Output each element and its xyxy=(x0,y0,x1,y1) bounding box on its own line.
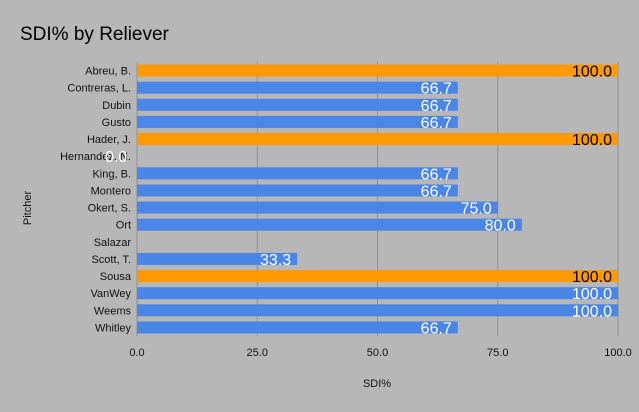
category-label: King, B. xyxy=(92,168,131,180)
category-labels: Abreu, B. Contreras, L. Dubin Gusto Hader, J… xyxy=(60,66,132,335)
data-label: 100.0 xyxy=(572,132,612,149)
category-label: Weems xyxy=(94,305,132,317)
data-label: 66.7 xyxy=(421,166,452,183)
category-label: Ort xyxy=(116,220,131,232)
bar xyxy=(137,304,618,317)
data-label: 80.0 xyxy=(485,218,516,235)
data-label: 75.0 xyxy=(461,201,492,218)
category-label: Salazar xyxy=(94,237,132,249)
data-label: 66.7 xyxy=(421,81,452,98)
category-label: Sousa xyxy=(100,271,132,283)
x-tick-label: 0.0 xyxy=(129,347,144,359)
category-label: Montero xyxy=(91,185,131,197)
data-label: 66.7 xyxy=(421,183,452,200)
category-label: Okert, S. xyxy=(88,203,131,215)
bar xyxy=(137,184,458,197)
bar xyxy=(137,81,458,94)
data-label: 66.7 xyxy=(421,115,452,132)
category-label: Abreu, B. xyxy=(85,66,131,78)
bar xyxy=(137,287,618,300)
data-labels: 100.066.766.766.7100.00.066.766.775.080.… xyxy=(105,64,612,338)
bar xyxy=(137,64,618,77)
category-label: Dubin xyxy=(102,100,131,112)
bar xyxy=(137,218,522,231)
data-label: 66.7 xyxy=(421,98,452,115)
chart-title: SDI% by Reliever xyxy=(20,24,170,45)
bar xyxy=(137,252,298,265)
y-axis-title: Pitcher xyxy=(22,191,34,226)
category-label: Hernandez, N. xyxy=(60,151,131,163)
bar xyxy=(137,98,458,111)
x-tick-labels: 0.0 25.0 50.0 75.0 100.0 xyxy=(129,347,631,359)
x-axis-title: SDI% xyxy=(363,378,391,390)
bar xyxy=(137,115,458,128)
bar xyxy=(137,167,458,180)
x-tick-label: 25.0 xyxy=(247,347,268,359)
category-label: Gusto xyxy=(102,117,131,129)
bar xyxy=(137,201,498,214)
bar xyxy=(137,270,618,283)
x-tick-label: 75.0 xyxy=(487,347,508,359)
bar xyxy=(137,321,458,334)
x-tick-label: 50.0 xyxy=(367,347,388,359)
data-label: 100.0 xyxy=(572,286,612,303)
data-label: 100.0 xyxy=(572,303,612,320)
x-tick-label: 100.0 xyxy=(604,347,632,359)
bars xyxy=(137,64,618,334)
data-label: 100.0 xyxy=(572,64,612,81)
category-label: Whitley xyxy=(95,322,132,334)
category-label: VanWey xyxy=(90,288,131,300)
data-label: 66.7 xyxy=(421,320,452,337)
bar xyxy=(137,133,618,146)
category-label: Hader, J. xyxy=(87,134,131,146)
data-label: 33.3 xyxy=(260,252,291,269)
data-label: 0.0 xyxy=(105,149,127,166)
data-label: 100.0 xyxy=(572,269,612,286)
category-label: Contreras, L. xyxy=(67,83,131,95)
category-label: Scott, T. xyxy=(91,254,131,266)
